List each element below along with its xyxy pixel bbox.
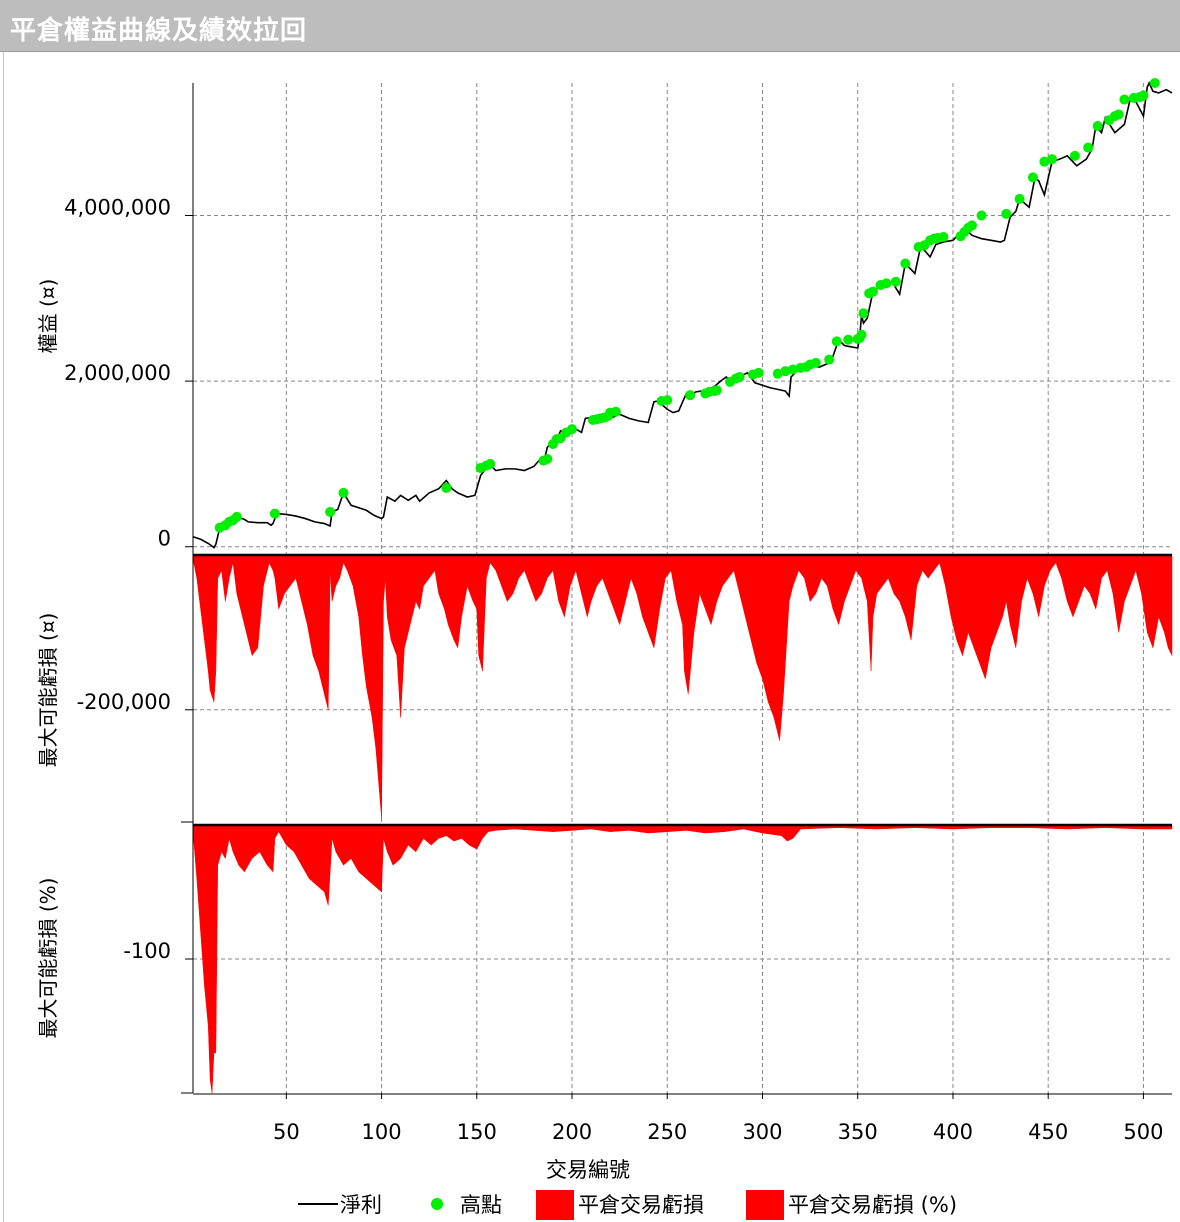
legend-label: 淨利: [340, 1193, 382, 1217]
high-point-marker: [338, 487, 349, 498]
high-point-marker: [856, 329, 867, 340]
x-tick-label: 100: [362, 1120, 402, 1144]
high-point-marker: [269, 508, 280, 519]
legend-box-swatch: [746, 1190, 784, 1220]
high-point-marker: [1083, 142, 1094, 153]
legend-label: 高點: [460, 1193, 502, 1217]
high-point-marker: [780, 366, 791, 377]
high-point-marker: [441, 482, 452, 493]
x-tick-label: 150: [457, 1120, 497, 1144]
high-point-marker: [824, 354, 835, 365]
legend-label: 平倉交易虧損: [578, 1193, 704, 1217]
high-point-marker: [685, 390, 696, 401]
high-point-marker: [938, 232, 949, 243]
x-tick-label: 400: [933, 1120, 973, 1144]
chart-axes: 0 2,000,000 4,000,000 -200,000 -100 50 100 150 2…: [36, 83, 1172, 1182]
drawdown-amount-axis-title: 最大可能虧損 (¤): [36, 613, 60, 768]
high-point-marker: [890, 276, 901, 287]
high-point-marker: [1119, 94, 1130, 105]
title-bar: 平倉權益曲線及績效拉回: [0, 0, 1180, 52]
left-border: [3, 52, 4, 1222]
high-point-marker: [734, 371, 745, 382]
x-tick-label: 50: [273, 1120, 300, 1144]
drawdown-percent-tick-label: -100: [123, 939, 171, 963]
high-point-marker: [753, 367, 764, 378]
high-point-marker: [1092, 121, 1103, 132]
x-axis-title: 交易編號: [546, 1158, 630, 1182]
x-tick-label: 200: [552, 1120, 592, 1144]
high-point-marker: [900, 258, 911, 269]
x-tick-label: 500: [1123, 1120, 1163, 1144]
high-point-marker: [772, 368, 783, 379]
grid-lines: [193, 83, 1172, 1093]
drawdown-percent-axis-title: 最大可能虧損 (%): [36, 878, 60, 1039]
equity-axis-title: 權益 (¤): [36, 279, 60, 354]
high-point-marker: [787, 364, 798, 375]
equity-tick-label: 0: [158, 527, 171, 551]
chart-legend: 淨利 高點 平倉交易虧損 平倉交易虧損 (%): [298, 1190, 957, 1220]
legend-box-swatch: [536, 1190, 574, 1220]
x-tick-label: 300: [742, 1120, 782, 1144]
high-point-marker: [1138, 90, 1149, 101]
high-point-marker: [976, 210, 987, 221]
high-point-marker: [1039, 156, 1050, 167]
high-point-marker: [1027, 172, 1038, 183]
chart-panels: [192, 78, 1173, 1094]
high-point-marker: [567, 424, 578, 435]
equity-tick-label: 2,000,000: [64, 361, 171, 385]
high-point-marker: [831, 336, 842, 347]
equity-line: [192, 81, 1173, 549]
high-point-marker: [325, 506, 336, 517]
x-tick-label: 450: [1028, 1120, 1068, 1144]
high-point-marker: [610, 406, 621, 417]
equity-tick-label: 4,000,000: [64, 195, 171, 219]
high-point-marker: [881, 278, 892, 289]
high-point-marker: [843, 334, 854, 345]
high-point-marker: [1014, 193, 1025, 204]
x-tick-label: 250: [647, 1120, 687, 1144]
drawdown-amount-tick-label: -200,000: [77, 690, 171, 714]
high-point-marker: [967, 220, 978, 231]
high-point-marker: [542, 453, 553, 464]
high-point-marker: [1113, 109, 1124, 120]
legend-label: 平倉交易虧損 (%): [788, 1193, 957, 1217]
high-point-marker: [1149, 78, 1160, 88]
high-point-marker: [662, 395, 673, 406]
high-point-marker: [858, 308, 869, 319]
high-point-marker: [1047, 154, 1058, 165]
drawdown-amount-area: [192, 554, 1173, 819]
x-tick-label: 350: [838, 1120, 878, 1144]
high-point-marker: [485, 458, 496, 469]
high-point-marker: [231, 511, 242, 522]
high-point-marker: [1069, 150, 1080, 161]
high-point-marker: [711, 385, 722, 396]
high-point-marker: [1001, 208, 1012, 219]
window-title: 平倉權益曲線及績效拉回: [10, 16, 308, 46]
high-point-marker: [810, 357, 821, 368]
legend-dot-swatch: [431, 1198, 443, 1210]
drawdown-percent-area: [192, 824, 1173, 1094]
high-point-marker: [867, 286, 878, 297]
